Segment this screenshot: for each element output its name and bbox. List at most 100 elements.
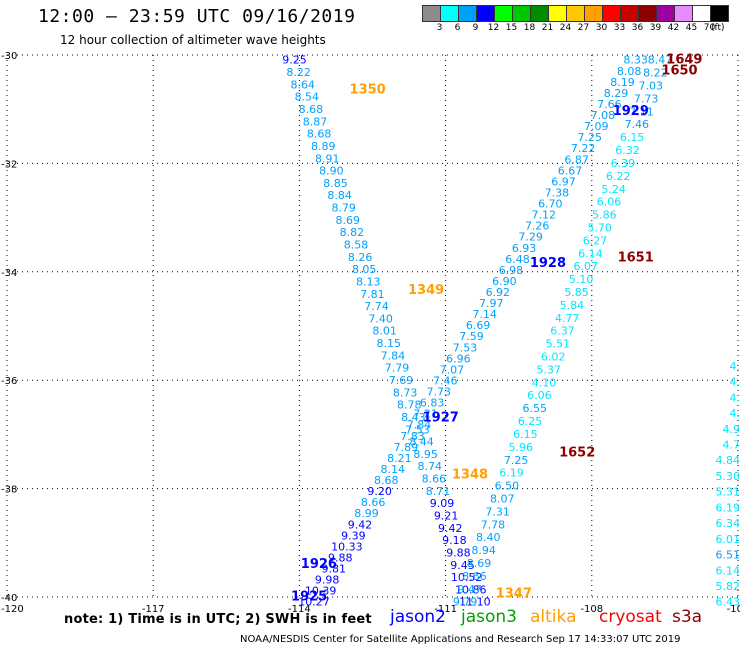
- wave-height-value: 8.82: [340, 226, 365, 239]
- wave-height-value: 7.22: [571, 142, 596, 155]
- wave-height-value: 6.93: [512, 242, 537, 255]
- wave-height-value: 6.01: [716, 533, 740, 546]
- color-scale-label: 30: [595, 23, 608, 33]
- legend-altika: altika: [530, 607, 577, 627]
- wave-height-value: 8.84: [327, 189, 352, 202]
- wave-height-value: 7.25: [504, 454, 529, 467]
- wave-height-value: 7.66: [597, 98, 622, 111]
- wave-height-value: 5.31: [716, 486, 740, 499]
- wave-height-value: 6.96: [446, 352, 471, 365]
- lat-label: -30: [1, 51, 17, 62]
- wave-height-value: 11.10: [459, 596, 491, 609]
- wave-height-value: 5.51: [546, 338, 571, 351]
- wave-height-value: 6.69: [466, 319, 491, 332]
- wave-height-value: 5.85: [564, 286, 589, 299]
- pass-number-label: 1927: [423, 410, 459, 425]
- pass-number-label: 1652: [559, 446, 595, 461]
- wave-height-value: 6.37: [550, 325, 575, 338]
- color-scale-label: 9: [472, 23, 479, 33]
- wave-height-value: 7.83: [400, 430, 425, 443]
- pass-number-label: 1649: [666, 53, 702, 68]
- page-subtitle: 12 hour collection of altimeter wave hei…: [60, 33, 326, 47]
- color-scale-label: 33: [613, 23, 626, 33]
- wave-height-value: 6.06: [597, 196, 622, 209]
- wave-height-value: 9.18: [442, 534, 467, 547]
- wave-height-value: 8.21: [387, 452, 412, 465]
- wave-height-value: 7.38: [545, 186, 570, 199]
- wave-height-value: 7.31: [485, 505, 510, 518]
- wave-height-value: 8.94: [471, 544, 496, 557]
- lon-label: -105: [727, 604, 740, 615]
- note-text: note: 1) Time is in UTC; 2) SWH is in fe…: [64, 612, 372, 627]
- wave-height-value: 4.: [730, 407, 740, 420]
- wave-height-value: 9.98: [315, 574, 340, 587]
- lat-label: -32: [1, 159, 17, 170]
- lon-label: -108: [580, 604, 603, 615]
- pass-number-label: 1350: [350, 83, 386, 98]
- wave-height-value: 8.47: [648, 54, 673, 67]
- wave-height-value: 6.51: [716, 549, 740, 562]
- color-scale-label: 36: [631, 23, 644, 33]
- wave-height-value: 6.55: [522, 402, 547, 415]
- wave-height-value: 4.84: [716, 454, 740, 467]
- wave-height-value: 8.29: [604, 87, 629, 100]
- wave-height-value: 6.27: [583, 234, 608, 247]
- wave-height-value: 6.87: [564, 153, 589, 166]
- wave-height-value: 8.44: [409, 436, 434, 449]
- wave-height-value: 7.89: [394, 441, 419, 454]
- wave-height-value: 9.42: [438, 522, 463, 535]
- wave-height-value: 8.54: [295, 91, 320, 104]
- wave-height-value: 8.43: [401, 411, 426, 424]
- wave-height-value: 8.40: [476, 531, 501, 544]
- wave-height-value: 8.22: [286, 66, 311, 79]
- pass-number-label: 1925: [291, 589, 327, 604]
- wave-height-value: 6.15: [620, 131, 645, 144]
- lon-label: -117: [142, 604, 165, 615]
- pass-number-label: 1651: [618, 251, 654, 266]
- wave-height-value: 9.88: [446, 546, 471, 559]
- legend-cryosat: cryosat: [599, 607, 662, 627]
- wave-height-value: 8.07: [490, 492, 515, 505]
- wave-height-value: 7.14: [472, 308, 497, 321]
- lat-lon-grid: [6, 54, 739, 598]
- wave-height-value: 9.09: [430, 497, 455, 510]
- wave-height-value: 7.59: [459, 330, 484, 343]
- wave-height-value: 10.33: [331, 540, 363, 553]
- wave-height-value: 8.01: [372, 325, 397, 338]
- wave-height-value: 7.46: [433, 374, 458, 387]
- wave-height-value: 7.69: [389, 374, 414, 387]
- wave-height-value: 9.21: [434, 509, 459, 522]
- wave-height-value: 9.25: [282, 54, 307, 67]
- page-title: 12:00 – 23:59 UTC 09/16/2019: [38, 6, 356, 27]
- wave-height-value: 6.34: [716, 517, 740, 530]
- wave-height-value: 8.71: [426, 485, 451, 498]
- wave-height-value: 8.68: [307, 128, 332, 141]
- wave-height-value: 5.84: [560, 299, 585, 312]
- wave-height-value: 6.83: [420, 397, 445, 410]
- color-scale-label: 15: [505, 23, 518, 33]
- wave-height-value: 7.81: [360, 288, 385, 301]
- wave-height-value: 7.11: [629, 105, 654, 118]
- wave-height-value: 9.79: [453, 596, 478, 609]
- wave-height-value: 6.92: [486, 286, 511, 299]
- wave-height-value: 6.14: [716, 564, 740, 577]
- wave-height-value: 8.26: [348, 251, 373, 264]
- color-scale-unit: (ft): [711, 23, 725, 33]
- wave-height-value: 5.37: [536, 363, 561, 376]
- wave-height-value: 8.99: [354, 507, 379, 520]
- wave-height-value: 10.39: [305, 585, 337, 598]
- lon-label: -120: [1, 604, 24, 615]
- pass-number-label: 1650: [661, 64, 697, 79]
- wave-height-value: 7.08: [591, 109, 616, 122]
- wave-height-value: 10.52: [451, 571, 483, 584]
- wave-height-value: 4.77: [555, 312, 580, 325]
- wave-height-value: 8.66: [462, 570, 487, 583]
- footer-credit: NOAA/NESDIS Center for Satellite Applica…: [240, 634, 681, 645]
- color-scale-swatch: [710, 5, 729, 22]
- lat-label: -38: [1, 485, 17, 496]
- wave-height-value: 7.26: [525, 220, 550, 233]
- wave-height-value: 5.30: [716, 470, 740, 483]
- pass-number-label: 1926: [301, 557, 337, 572]
- wave-height-value: 8.91: [315, 152, 340, 165]
